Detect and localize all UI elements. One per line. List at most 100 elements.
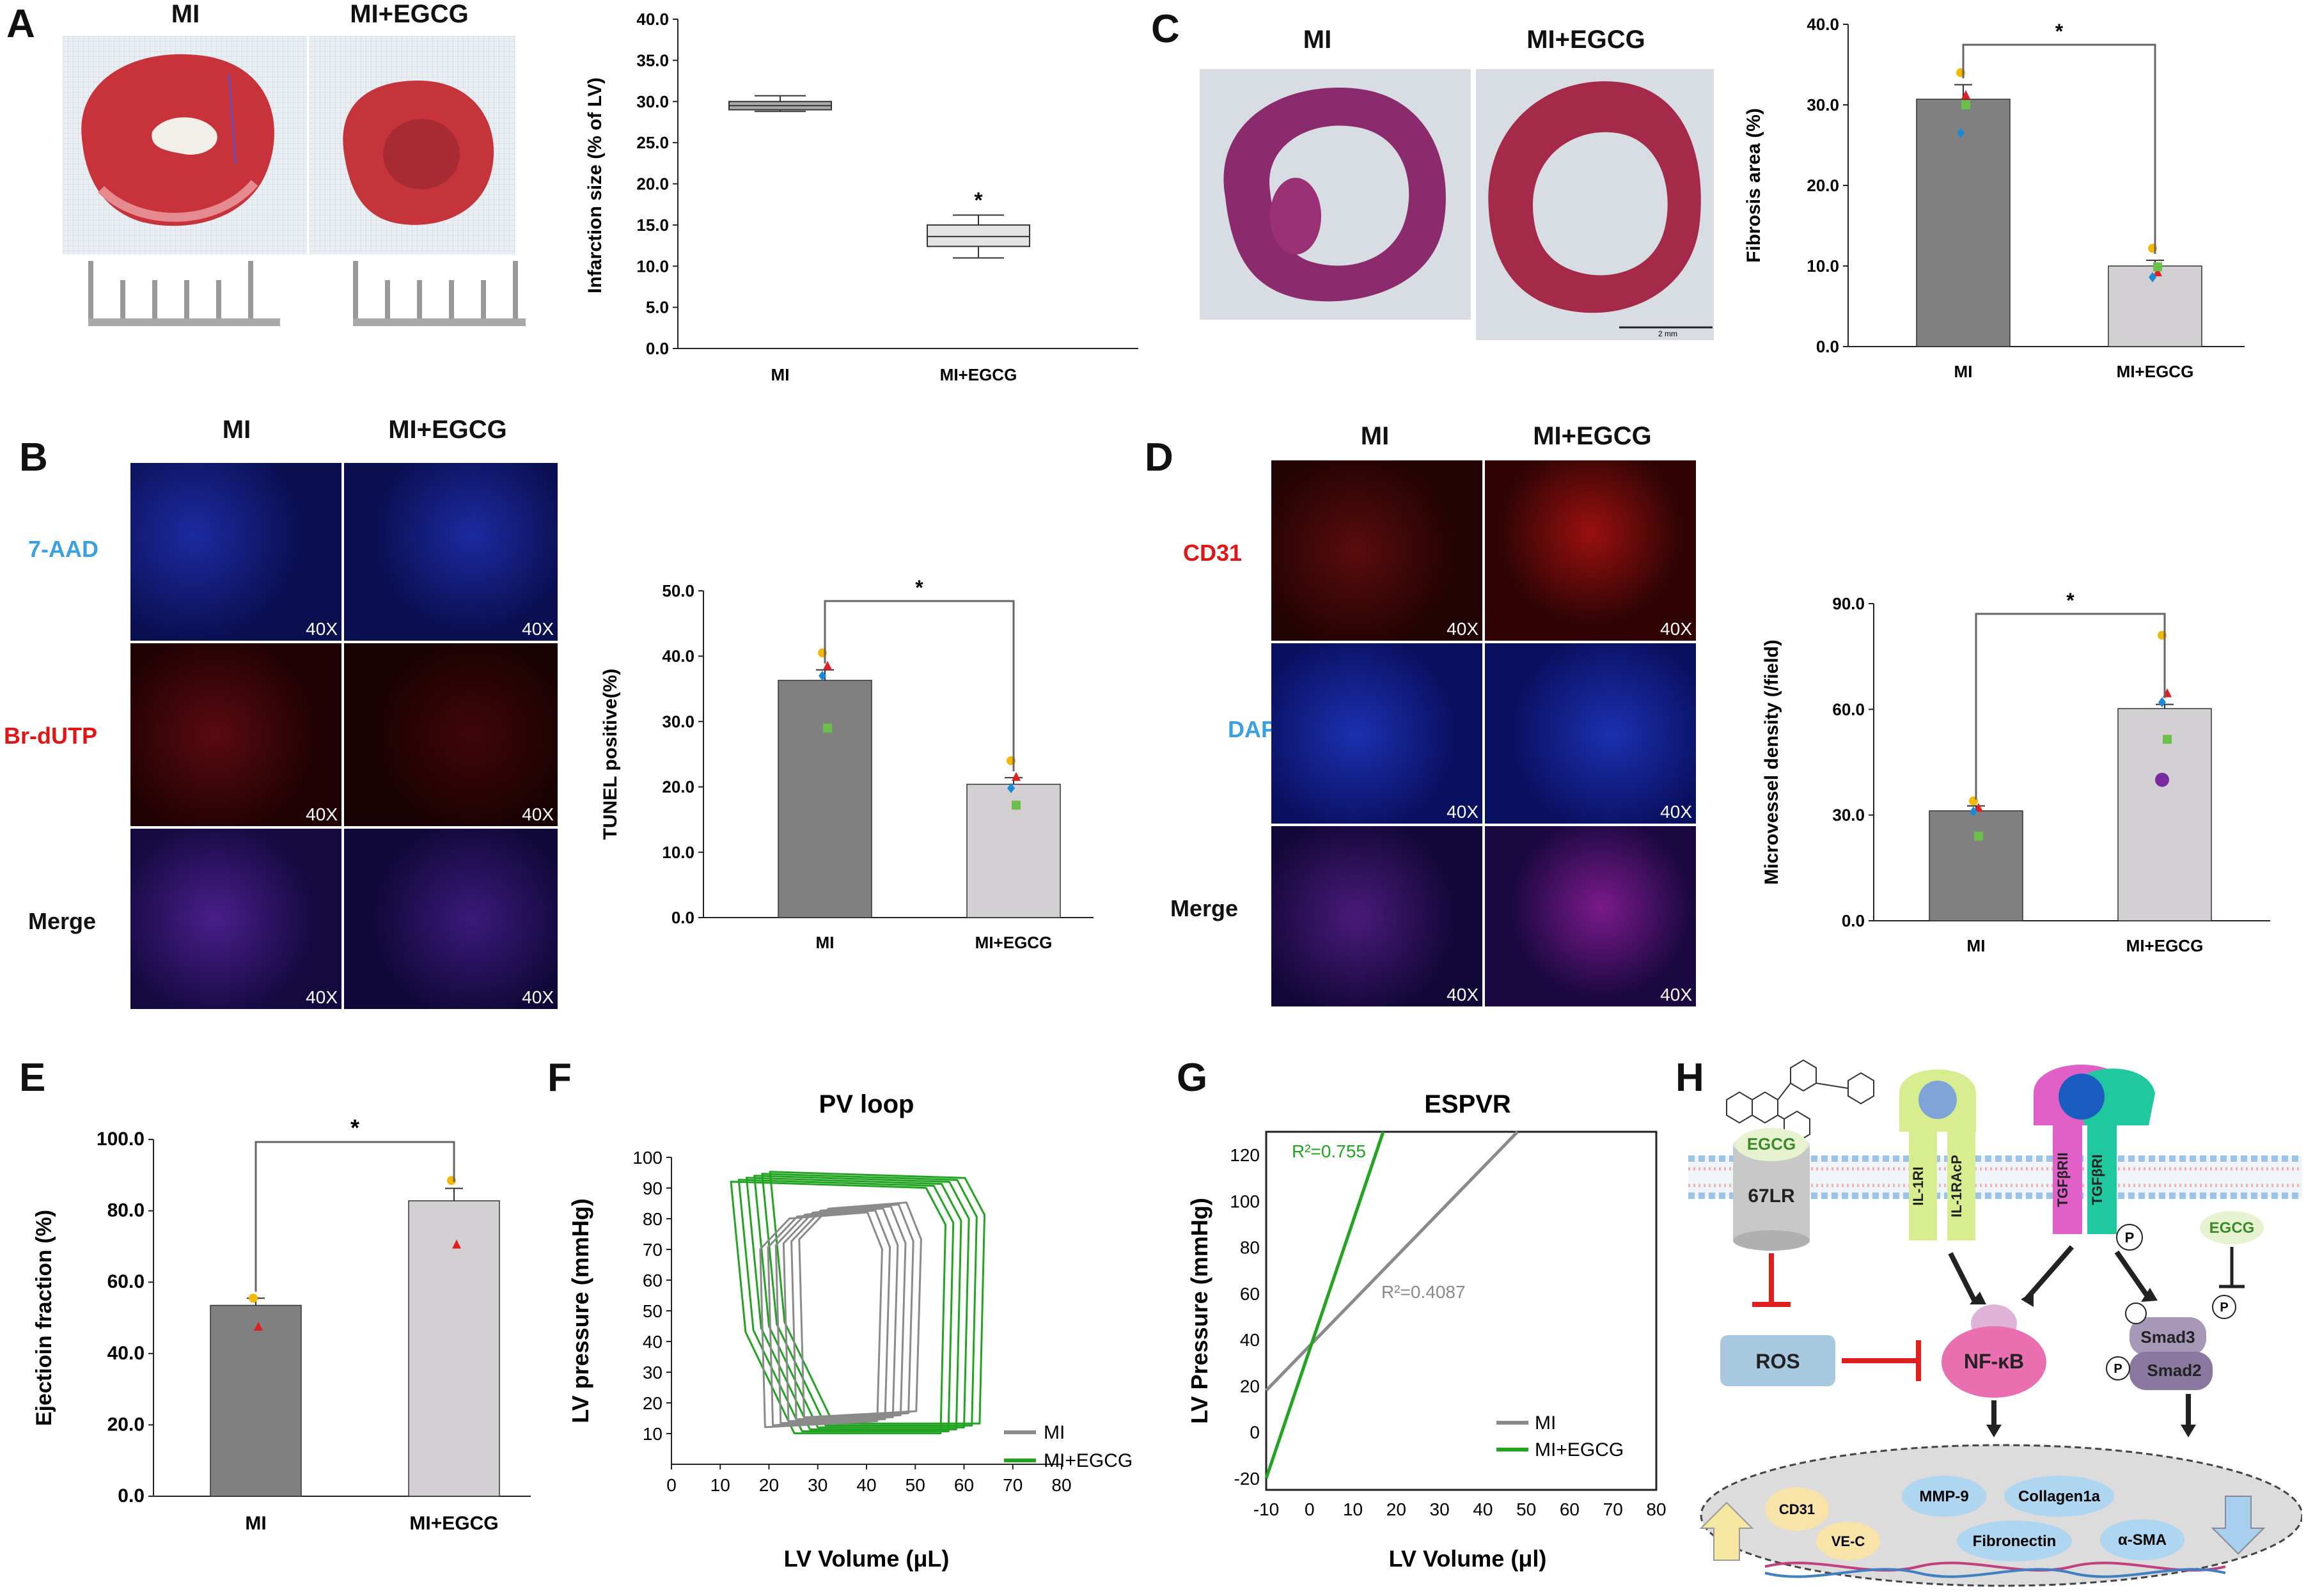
data-point: [1974, 802, 1983, 812]
y-tick-label: 100: [632, 1148, 663, 1168]
tgfb-receptor-complex: TGFβRII TGFβRI P: [2034, 1065, 2155, 1251]
chart-c-fibrosis: 0.0 10.0 20.0 30.0 40.0 Fibrosis area (%) MI MI…: [1743, 15, 2245, 381]
y-tick-label: 5.0: [646, 298, 669, 317]
bar-1: [2108, 265, 2202, 347]
y-tick-label: 0.0: [118, 1485, 145, 1506]
tgfbrii-label: TGFβRII: [2055, 1152, 2071, 1207]
chart-title: PV loop: [819, 1090, 914, 1118]
target-collagen1a: Collagen1a: [2018, 1488, 2101, 1505]
pv-loop-egcg: [761, 1173, 978, 1427]
data-point: [1012, 801, 1021, 810]
significance-bracket: [1962, 43, 2156, 254]
pv-loop-egcg: [730, 1180, 947, 1435]
data-point: [2153, 267, 2162, 277]
data-point: [2153, 262, 2162, 272]
x-tick-label: MI: [816, 933, 835, 952]
nfkb-node: NF-κB: [1941, 1304, 2046, 1398]
x-tick-label: MI+EGCG: [975, 933, 1053, 952]
b-row-label-merge: Merge: [28, 908, 97, 934]
data-point: [1961, 100, 1970, 109]
bar-0: [1929, 810, 2023, 921]
x-axis-title: LV Volume (μl): [1389, 1545, 1547, 1572]
chart-e-ejection: 0.0 20.0 40.0 60.0 80.0 100.0 Ejectioin fracti…: [32, 1115, 531, 1534]
x-tick-label: MI: [1954, 362, 1973, 381]
r2-label-mi: R²=0.4087: [1381, 1282, 1466, 1302]
y-tick-label: 80: [1240, 1238, 1260, 1258]
y-tick-label: 20.0: [107, 1414, 145, 1435]
trichrome-egcg: 2 mm: [1476, 69, 1714, 340]
d-img-mi-cd31: 40X: [1271, 460, 1482, 641]
x-tick-label: MI: [771, 365, 790, 384]
target-asma: α-SMA: [2118, 1531, 2167, 1549]
chart-g-espvr: ESPVR -10 0 10 20 30 40 50 60 70 80 -20 0 20 40 60 80 100…: [1186, 1090, 1667, 1572]
y-tick-label: 120: [1230, 1145, 1260, 1165]
y-tick-label: 15.0: [636, 215, 669, 235]
data-point: [1974, 831, 1983, 841]
b-header-mi: MI: [222, 416, 251, 444]
data-point: [1970, 806, 1977, 817]
y-tick-label: 100.0: [97, 1129, 145, 1150]
y-tick-label: 70: [643, 1240, 663, 1260]
il1ri-label: IL-1RI: [1910, 1166, 1926, 1205]
data-point: [452, 1239, 461, 1249]
y-tick-label: 90.0: [1832, 594, 1865, 613]
y-tick-label: 20.0: [662, 778, 694, 797]
y-tick-label: 20.0: [1807, 176, 1839, 195]
y-tick-label: 10.0: [636, 256, 669, 276]
significance-label: *: [915, 576, 923, 599]
target-cd31: CD31: [1779, 1501, 1815, 1517]
b-img-egcg-merge: 40X: [344, 829, 558, 1009]
y-tick-label: 35.0: [636, 51, 669, 70]
bar-1: [408, 1200, 500, 1497]
y-tick-label: -20: [1234, 1469, 1260, 1489]
panel-label-f: F: [547, 1056, 572, 1100]
y-axis-title: Ejectioin fraction (%): [32, 1210, 56, 1426]
67lr-label: 67LR: [1748, 1185, 1795, 1207]
d-img-egcg-cd31: 40X: [1485, 460, 1696, 641]
panel-label-a: A: [6, 2, 35, 46]
smad3-label: Smad3: [2140, 1327, 2195, 1347]
bar-0: [1916, 98, 2011, 347]
y-tick-label: 40.0: [662, 646, 694, 666]
scalebar-label: 2 mm: [1658, 329, 1677, 338]
x-axis-title: LV Volume (μL): [784, 1545, 950, 1572]
y-tick-label: 30: [643, 1363, 663, 1382]
pv-loop-mi: [767, 1209, 891, 1427]
y-tick-label: 30.0: [636, 92, 669, 111]
significance-label: *: [974, 188, 983, 212]
y-tick-label: 50.0: [662, 581, 694, 600]
y-tick-label: 60.0: [107, 1271, 145, 1292]
trichrome-mi: [1200, 69, 1471, 320]
pv-loop-mi: [782, 1205, 907, 1423]
data-point: [1957, 128, 1965, 139]
data-point: [254, 1321, 263, 1331]
x-tick-label: 10: [710, 1475, 730, 1495]
chart-a-infarction: 0.0 5.0 10.0 15.0 20.0 25.0 30.0 35.0 40.0 Infarc…: [584, 10, 1138, 384]
nfkb-label: NF-κB: [1964, 1350, 2024, 1373]
x-tick-label: 0: [1305, 1499, 1315, 1519]
pv-loop-egcg: [753, 1175, 970, 1428]
significance-bracket: [255, 1141, 455, 1292]
bar-1: [2117, 708, 2212, 921]
pv-loop-egcg: [745, 1177, 962, 1430]
inhibit-arrow-67lr-ros: [1752, 1253, 1791, 1307]
legend-label: MI: [1044, 1422, 1065, 1443]
x-tick-label: 20: [759, 1475, 779, 1495]
b-row-label-brdutp: Br-dUTP: [4, 723, 97, 749]
y-tick-label: 20: [1240, 1376, 1260, 1396]
y-tick-label: 0.0: [646, 339, 669, 358]
x-tick-label: 70: [1003, 1475, 1023, 1495]
y-tick-label: 40.0: [636, 10, 669, 29]
y-tick-label: 0.0: [1816, 337, 1839, 356]
ros-label: ROS: [1755, 1350, 1800, 1373]
x-tick-label: 50: [1516, 1499, 1536, 1519]
x-tick-label: MI: [1967, 936, 1986, 955]
y-tick-label: 0.0: [1842, 911, 1865, 930]
x-tick-label: MI+EGCG: [2126, 936, 2204, 955]
p-smad2-label: P: [2114, 1362, 2122, 1376]
pv-loop-egcg: [737, 1178, 955, 1433]
y-tick-label: 60: [643, 1271, 663, 1290]
a-header-egcg: MI+EGCG: [350, 0, 469, 28]
y-tick-label: 0: [1250, 1423, 1260, 1443]
x-tick-label: 70: [1603, 1499, 1623, 1519]
